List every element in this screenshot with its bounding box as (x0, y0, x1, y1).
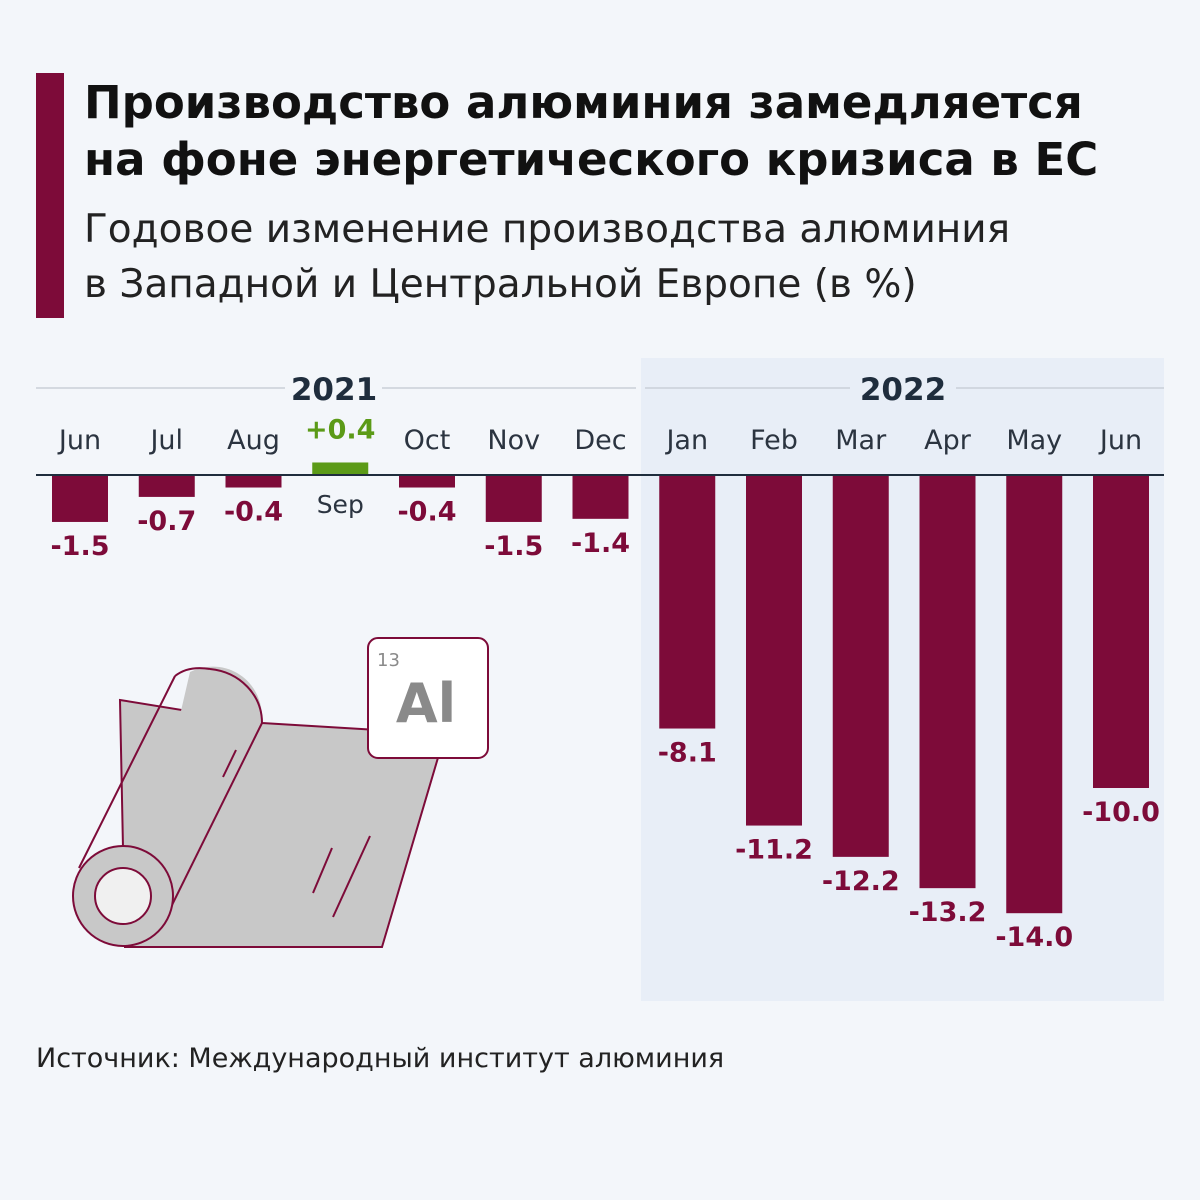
bar-10 (919, 475, 976, 889)
value-label-1: -0.7 (137, 506, 196, 537)
category-label-2: Aug (227, 425, 280, 456)
bar-6 (572, 475, 629, 519)
element-symbol: Al (396, 672, 456, 735)
element-number: 13 (377, 650, 400, 671)
value-label-4: -0.4 (397, 497, 456, 528)
value-label-5: -1.5 (484, 531, 543, 562)
bars-layer: Jun -1.5 Jul -0.7 Aug -0.4 Sep +0.4 Oct -0.4 Nov -1… (50, 414, 1159, 953)
bar-4 (399, 475, 455, 488)
roll-outline-bottom (171, 722, 263, 906)
bar-1 (138, 475, 195, 497)
title-line-1: Производство алюминия замедляется (84, 76, 1083, 129)
value-label-2: -0.4 (224, 497, 283, 528)
bar-2 (225, 475, 282, 488)
bar-7 (659, 475, 716, 729)
title-line-2: на фоне энергетического кризиса в ЕС (84, 133, 1099, 186)
category-label-10: Apr (924, 425, 972, 456)
category-label-0: Jun (57, 425, 101, 456)
value-label-8: -11.2 (735, 835, 813, 866)
category-label-1: Jul (148, 425, 183, 456)
bar-0 (52, 475, 108, 522)
value-label-9: -12.2 (822, 866, 900, 897)
foil-shine-2 (332, 835, 371, 918)
year-2022-label: 2022 (860, 372, 946, 408)
bar-3 (312, 462, 369, 475)
bar-8 (746, 475, 802, 826)
category-label-5: Nov (487, 425, 540, 456)
roll-body-fill (150, 666, 263, 845)
category-label-12: Jun (1098, 425, 1142, 456)
chart-title: Производство алюминия замедляется на фон… (84, 74, 1184, 188)
category-label-11: May (1006, 425, 1062, 456)
category-label-3: Sep (317, 490, 364, 519)
chart-subtitle: Годовое изменение производства алюминия … (84, 202, 1184, 312)
aluminium-roll-illustration: 13 Al (72, 637, 489, 948)
value-label-3: +0.4 (305, 414, 375, 445)
category-label-7: Jan (664, 425, 708, 456)
roll-crease (222, 749, 237, 778)
element-tile (367, 637, 489, 759)
roll-outline-top (78, 675, 176, 869)
year-2021-label: 2021 (291, 372, 377, 408)
title-accent-bar (36, 73, 64, 318)
subtitle-line-2: в Западной и Центральной Европе (в %) (84, 262, 917, 307)
value-label-6: -1.4 (571, 528, 630, 559)
subtitle-line-1: Годовое изменение производства алюминия (84, 207, 1011, 252)
value-label-12: -10.0 (1082, 797, 1160, 828)
value-label-11: -14.0 (995, 922, 1073, 953)
value-label-7: -8.1 (658, 738, 717, 769)
year-2022-panel (641, 358, 1164, 1001)
bar-5 (485, 475, 542, 522)
category-label-9: Mar (835, 425, 887, 456)
roll-core (94, 867, 152, 925)
category-label-6: Dec (574, 425, 626, 456)
bar-12 (1093, 475, 1149, 788)
value-label-10: -13.2 (909, 897, 987, 928)
bar-9 (832, 475, 889, 857)
roll-outline-curve (209, 668, 263, 724)
foil-shine-1 (312, 847, 333, 894)
roll-outline-cap (174, 667, 211, 677)
value-label-0: -1.5 (50, 531, 109, 562)
category-label-8: Feb (750, 425, 798, 456)
source-note: Источник: Международный институт алюмини… (36, 1043, 725, 1074)
category-label-4: Oct (404, 425, 451, 456)
bar-11 (1006, 475, 1063, 914)
